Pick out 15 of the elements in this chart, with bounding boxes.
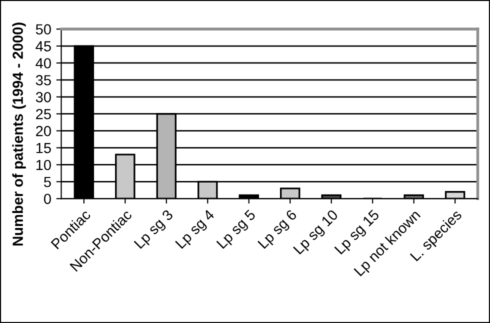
y-tick-label: 5 (44, 176, 51, 188)
y-tick-label: 30 (36, 92, 51, 102)
y-tick-label: 25 (36, 108, 51, 120)
y-tick-label: 20 (36, 126, 51, 136)
y-tick-label: 45 (36, 41, 51, 52)
y-tick-label: 10 (36, 160, 51, 170)
y-axis-title: Number of patients (1994 - 2000) (12, 22, 26, 246)
y-tick-label: 50 (36, 24, 51, 34)
y-tick-label: 15 (36, 143, 51, 154)
x-tick-label: Lp sg 5 (216, 209, 258, 251)
y-tick-label: 40 (36, 58, 51, 68)
y-tick-label: 0 (44, 194, 51, 204)
y-tick-label: 35 (36, 75, 51, 86)
x-tick-label: Lp sg 4 (175, 209, 217, 251)
x-tick-label: Lp sg 3 (134, 209, 176, 251)
